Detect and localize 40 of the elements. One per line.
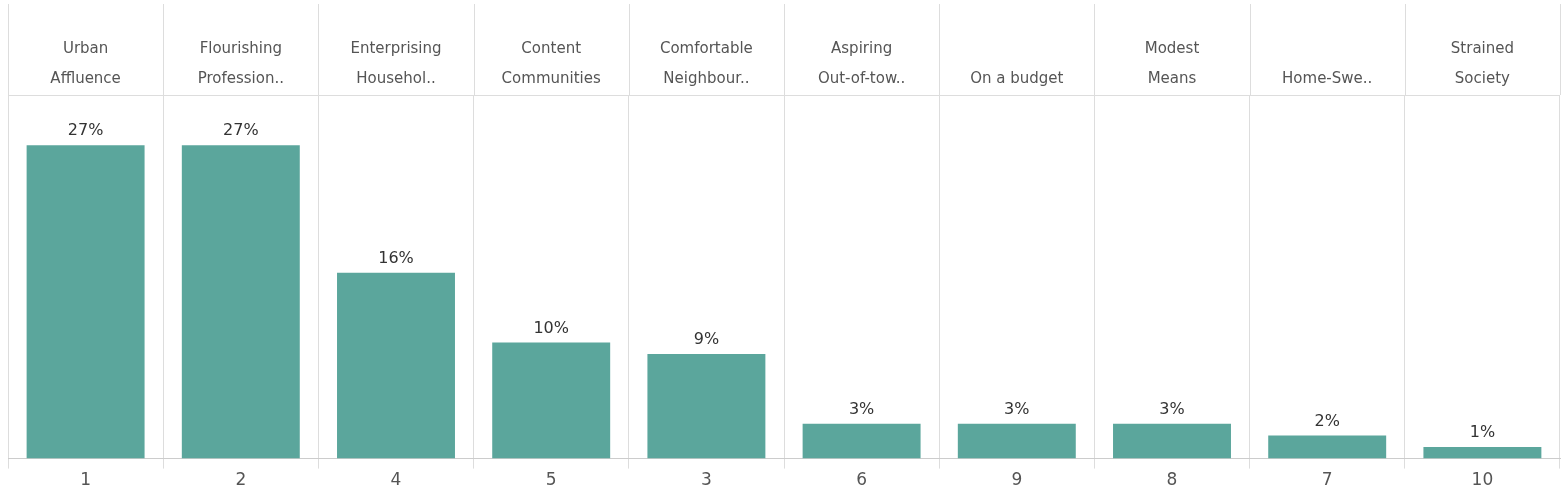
data-label: 9%: [693, 329, 720, 349]
text: Enterprising Househol..: [350, 39, 442, 87]
x-tick-label: 10: [1471, 469, 1494, 490]
text: Modest Means: [1144, 39, 1200, 87]
data-label: 2%: [1314, 410, 1340, 430]
bar: [181, 145, 300, 459]
bar: [337, 272, 455, 459]
x-tick-label: 5: [545, 469, 557, 490]
bar: [1423, 446, 1542, 459]
text: Strained Society: [1450, 39, 1514, 87]
x-tick-label: 8: [1166, 469, 1178, 490]
x-tick-label: 9: [1011, 469, 1023, 490]
data-label: 3%: [1004, 398, 1030, 418]
x-tick-label: 1: [80, 469, 92, 490]
data-label: 3%: [848, 398, 875, 418]
x-tick-label: 3: [700, 469, 712, 490]
bar: [957, 423, 1076, 459]
data-label: 10%: [533, 317, 569, 337]
bar: [492, 342, 611, 459]
bar: [1268, 435, 1387, 459]
bar: [26, 145, 145, 459]
x-tick-label: 7: [1321, 469, 1333, 490]
x-tick-label: 6: [856, 469, 868, 490]
text: Comfortable Neighbour..: [659, 39, 753, 87]
x-tick-label: 4: [390, 469, 402, 490]
text: On a budget: [970, 69, 1064, 87]
text: Aspiring Out-of-tow..: [817, 39, 906, 87]
data-label: 3%: [1159, 398, 1185, 418]
text: Flourishing Profession..: [197, 39, 284, 87]
data-label: 27%: [67, 120, 104, 140]
data-label: 1%: [1469, 422, 1496, 442]
text: Content Communities: [501, 39, 601, 87]
x-tick-label: 2: [235, 469, 247, 490]
bar: [1113, 423, 1231, 459]
data-label: 27%: [223, 120, 259, 140]
bar: [802, 423, 921, 459]
text: Urban Affluence: [50, 39, 121, 87]
bar: [647, 354, 766, 459]
text: Home-Swe..: [1282, 69, 1373, 87]
data-label: 16%: [378, 248, 414, 268]
